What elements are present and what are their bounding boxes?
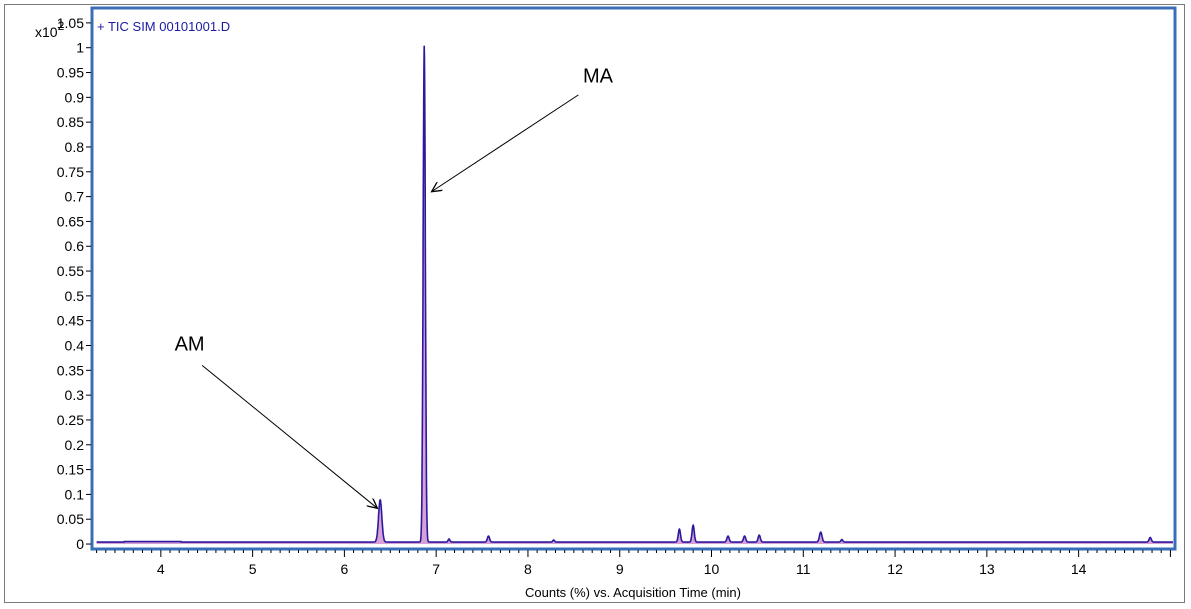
y-tick-label: 0.5 (65, 288, 85, 304)
y-scale-label: x102 (35, 19, 65, 40)
x-tick-label: 9 (616, 561, 624, 577)
y-tick-label: 0.25 (57, 412, 84, 428)
x-axis: 4 5 6 7 8 9 10 11 12 13 14 (96, 550, 1171, 577)
y-tick-label: 0.15 (57, 462, 84, 478)
x-tick-label: 10 (704, 561, 720, 577)
x-tick-label: 13 (979, 561, 995, 577)
y-tick-label: 0.65 (57, 213, 84, 229)
x-tick-label: 11 (796, 561, 811, 577)
y-tick-label: 0.55 (57, 263, 84, 279)
x-axis-label: Counts (%) vs. Acquisition Time (min) (525, 585, 741, 600)
series-layer (96, 45, 1174, 544)
x-tick-label: 8 (524, 561, 532, 577)
x-tick-label: 12 (887, 561, 903, 577)
x-tick-label: 14 (1071, 561, 1087, 577)
y-tick-label: 0.85 (57, 114, 84, 130)
y-tick-label: 0.95 (57, 65, 84, 81)
y-tick-label: 0.6 (65, 238, 85, 254)
y-tick-label: 1 (76, 40, 84, 56)
y-tick-label: 0.45 (57, 313, 84, 329)
y-tick-label: 0.35 (57, 362, 84, 378)
x-tick-label: 6 (340, 561, 348, 577)
x-tick-label: 5 (249, 561, 257, 577)
series-line (96, 45, 1173, 543)
y-tick-label: 0.9 (65, 89, 85, 105)
y-tick-label: 0.2 (65, 437, 85, 453)
y-tick-label: 0.4 (65, 338, 85, 354)
annotation-arrow-ma (432, 94, 579, 192)
y-tick-label: 0.05 (57, 511, 84, 527)
y-tick-label: 0 (76, 536, 84, 552)
annotation-label-ma: MA (583, 65, 614, 87)
annotation-arrow-am (201, 364, 377, 508)
y-tick-label: 0.7 (65, 189, 85, 205)
chart-title: + TIC SIM 00101001.D (97, 19, 230, 34)
y-tick-label: 0.75 (57, 164, 84, 180)
y-tick-label: 0.3 (65, 387, 85, 403)
y-tick-label: 0.8 (65, 139, 85, 155)
annotation-label-am: AM (175, 333, 205, 355)
x-tick-label: 4 (157, 561, 165, 577)
x-tick-label: 7 (432, 561, 440, 577)
y-tick-label: 1.05 (57, 15, 84, 31)
y-axis: 0 0.05 0.1 0.15 0.2 0.25 0.3 0.35 0.4 0.45 0.5 0.55… (57, 15, 91, 552)
y-tick-label: 0.1 (65, 486, 85, 502)
plot-area (90, 6, 1177, 551)
annotations: MA AM (175, 65, 614, 508)
